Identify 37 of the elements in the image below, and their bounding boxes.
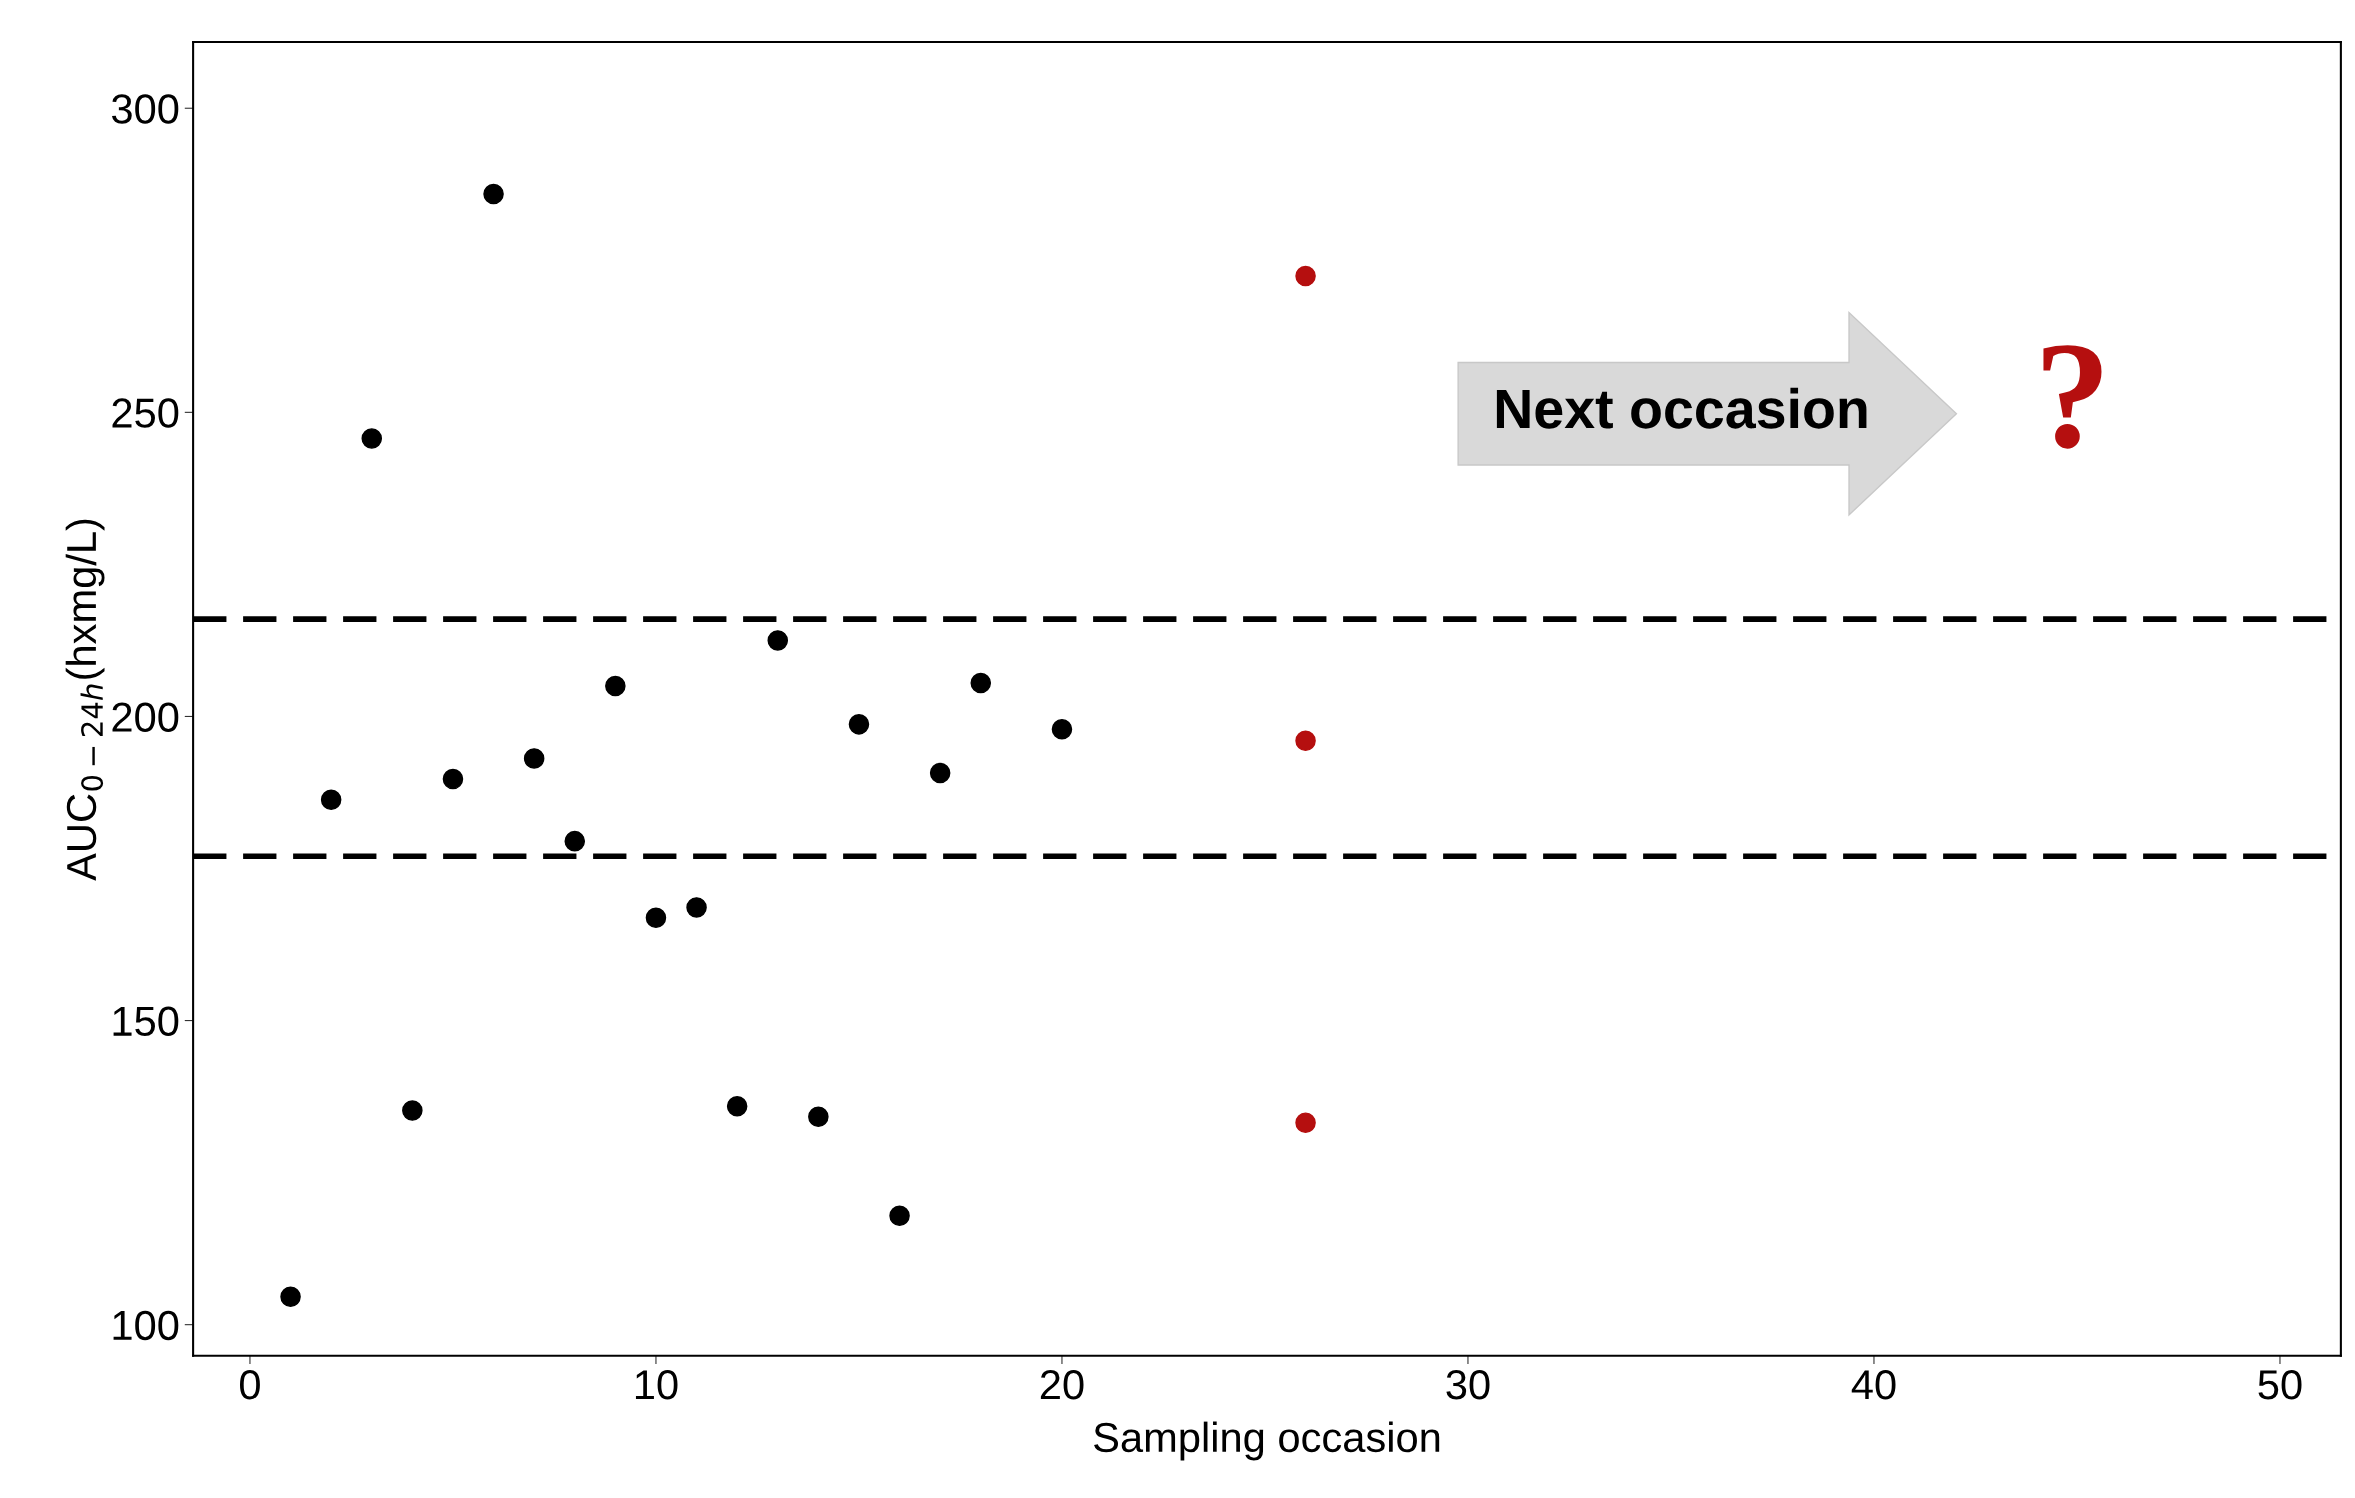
point <box>280 1286 301 1307</box>
x-tick-label: 30 <box>1446 1369 1490 1400</box>
point <box>442 768 464 790</box>
y-tick-label: 300 <box>111 94 179 124</box>
x-tick-label: 40 <box>1851 1369 1896 1400</box>
y-tick-label: 200 <box>112 702 179 732</box>
annotation: ? <box>2043 345 2102 449</box>
point <box>523 748 545 769</box>
point <box>645 907 667 929</box>
point <box>1295 1112 1316 1134</box>
point <box>564 830 586 852</box>
x-tick-label: 0 <box>239 1369 260 1400</box>
point <box>726 1096 748 1117</box>
point <box>1051 718 1073 740</box>
point <box>929 762 951 784</box>
x-tick-label: 20 <box>1040 1369 1084 1400</box>
x-tick-label: 50 <box>2258 1369 2302 1400</box>
y-tick-label: 150 <box>113 1006 179 1037</box>
x-axis-title: Sampling occasion <box>1094 1421 1440 1461</box>
point <box>605 675 626 697</box>
point <box>889 1205 910 1227</box>
point <box>767 630 789 651</box>
point <box>1295 730 1316 752</box>
point <box>361 428 383 449</box>
point <box>970 672 992 694</box>
y-tick-label: 250 <box>112 398 179 428</box>
x-tick-label: 10 <box>635 1369 678 1400</box>
point <box>1295 265 1316 287</box>
point <box>848 714 870 735</box>
y-axis-title: AUC$_{0−24h}$(hxmg/L) <box>65 519 105 881</box>
point <box>320 789 342 811</box>
point <box>686 897 707 918</box>
point <box>483 183 504 205</box>
annotation: Next occasion <box>1496 387 1867 429</box>
y-tick-label: 100 <box>113 1310 179 1341</box>
point <box>402 1100 423 1121</box>
point <box>808 1106 829 1127</box>
